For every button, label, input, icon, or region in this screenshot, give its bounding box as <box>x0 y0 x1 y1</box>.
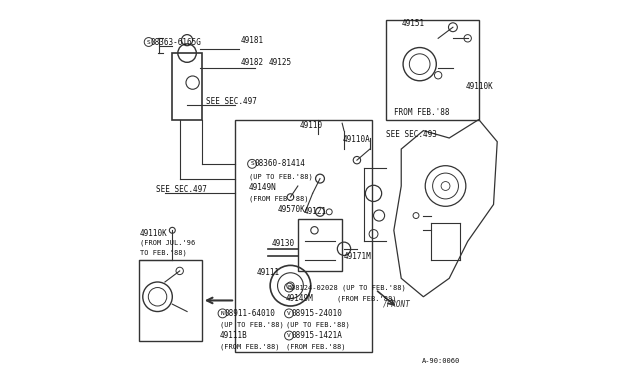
Bar <box>235 119 372 352</box>
Text: 49121: 49121 <box>303 207 326 217</box>
Bar <box>298 219 342 271</box>
Text: 49171M: 49171M <box>344 251 372 261</box>
Text: 49110K: 49110K <box>140 230 168 238</box>
Text: (FROM JUL.'96: (FROM JUL.'96 <box>140 240 195 247</box>
Text: 08915-1421A: 08915-1421A <box>291 331 342 340</box>
Text: 49149M: 49149M <box>286 294 314 303</box>
Text: SEE SEC.493: SEE SEC.493 <box>387 130 437 139</box>
Text: 08360-81414: 08360-81414 <box>254 159 305 169</box>
Text: B: B <box>287 285 291 290</box>
Text: 08915-24010: 08915-24010 <box>291 309 342 318</box>
Text: SEE SEC.497: SEE SEC.497 <box>205 97 257 106</box>
Text: V: V <box>287 333 291 338</box>
Text: (FROM FEB.'88): (FROM FEB.'88) <box>220 343 279 350</box>
Text: 49111B: 49111B <box>220 331 247 340</box>
Bar <box>387 20 479 119</box>
Text: 08911-64010: 08911-64010 <box>225 309 276 318</box>
Text: 49111: 49111 <box>257 268 280 277</box>
Text: 08124-02028 (UP TO FEB.'88): 08124-02028 (UP TO FEB.'88) <box>291 284 406 291</box>
Text: (FROM FEB.'88): (FROM FEB.'88) <box>286 343 346 350</box>
Text: 08363-6165G: 08363-6165G <box>151 38 202 46</box>
Text: 49151: 49151 <box>401 19 424 28</box>
Text: 49181: 49181 <box>241 36 264 45</box>
Text: 49182: 49182 <box>241 58 264 67</box>
Text: (UP TO FEB.'88): (UP TO FEB.'88) <box>286 321 350 328</box>
Text: 49110: 49110 <box>300 121 323 129</box>
Text: A-90:0060: A-90:0060 <box>422 358 460 365</box>
Text: (UP TO FEB.'88): (UP TO FEB.'88) <box>220 321 284 328</box>
Text: (FROM FEB.'88): (FROM FEB.'88) <box>337 295 396 302</box>
Text: N: N <box>221 311 225 316</box>
Text: 49110K: 49110K <box>466 82 493 91</box>
Bar <box>139 260 202 341</box>
Text: 49149N: 49149N <box>249 183 277 192</box>
Text: 49110A: 49110A <box>342 135 370 144</box>
Text: FROM FEB.'88: FROM FEB.'88 <box>394 108 449 117</box>
Text: 49125: 49125 <box>268 58 291 67</box>
Text: V: V <box>287 311 291 316</box>
Bar <box>172 53 202 119</box>
Text: /FRONT: /FRONT <box>383 300 410 309</box>
Text: S: S <box>250 161 254 166</box>
Text: TO FEB.'88): TO FEB.'88) <box>140 249 187 256</box>
Text: 49130: 49130 <box>272 239 295 248</box>
Text: S: S <box>147 39 150 45</box>
Text: (FROM FEB.'88): (FROM FEB.'88) <box>249 196 308 202</box>
Text: (UP TO FEB.'88): (UP TO FEB.'88) <box>249 173 313 180</box>
Text: 49570K: 49570K <box>278 205 305 215</box>
Text: SEE SEC.497: SEE SEC.497 <box>156 185 207 194</box>
